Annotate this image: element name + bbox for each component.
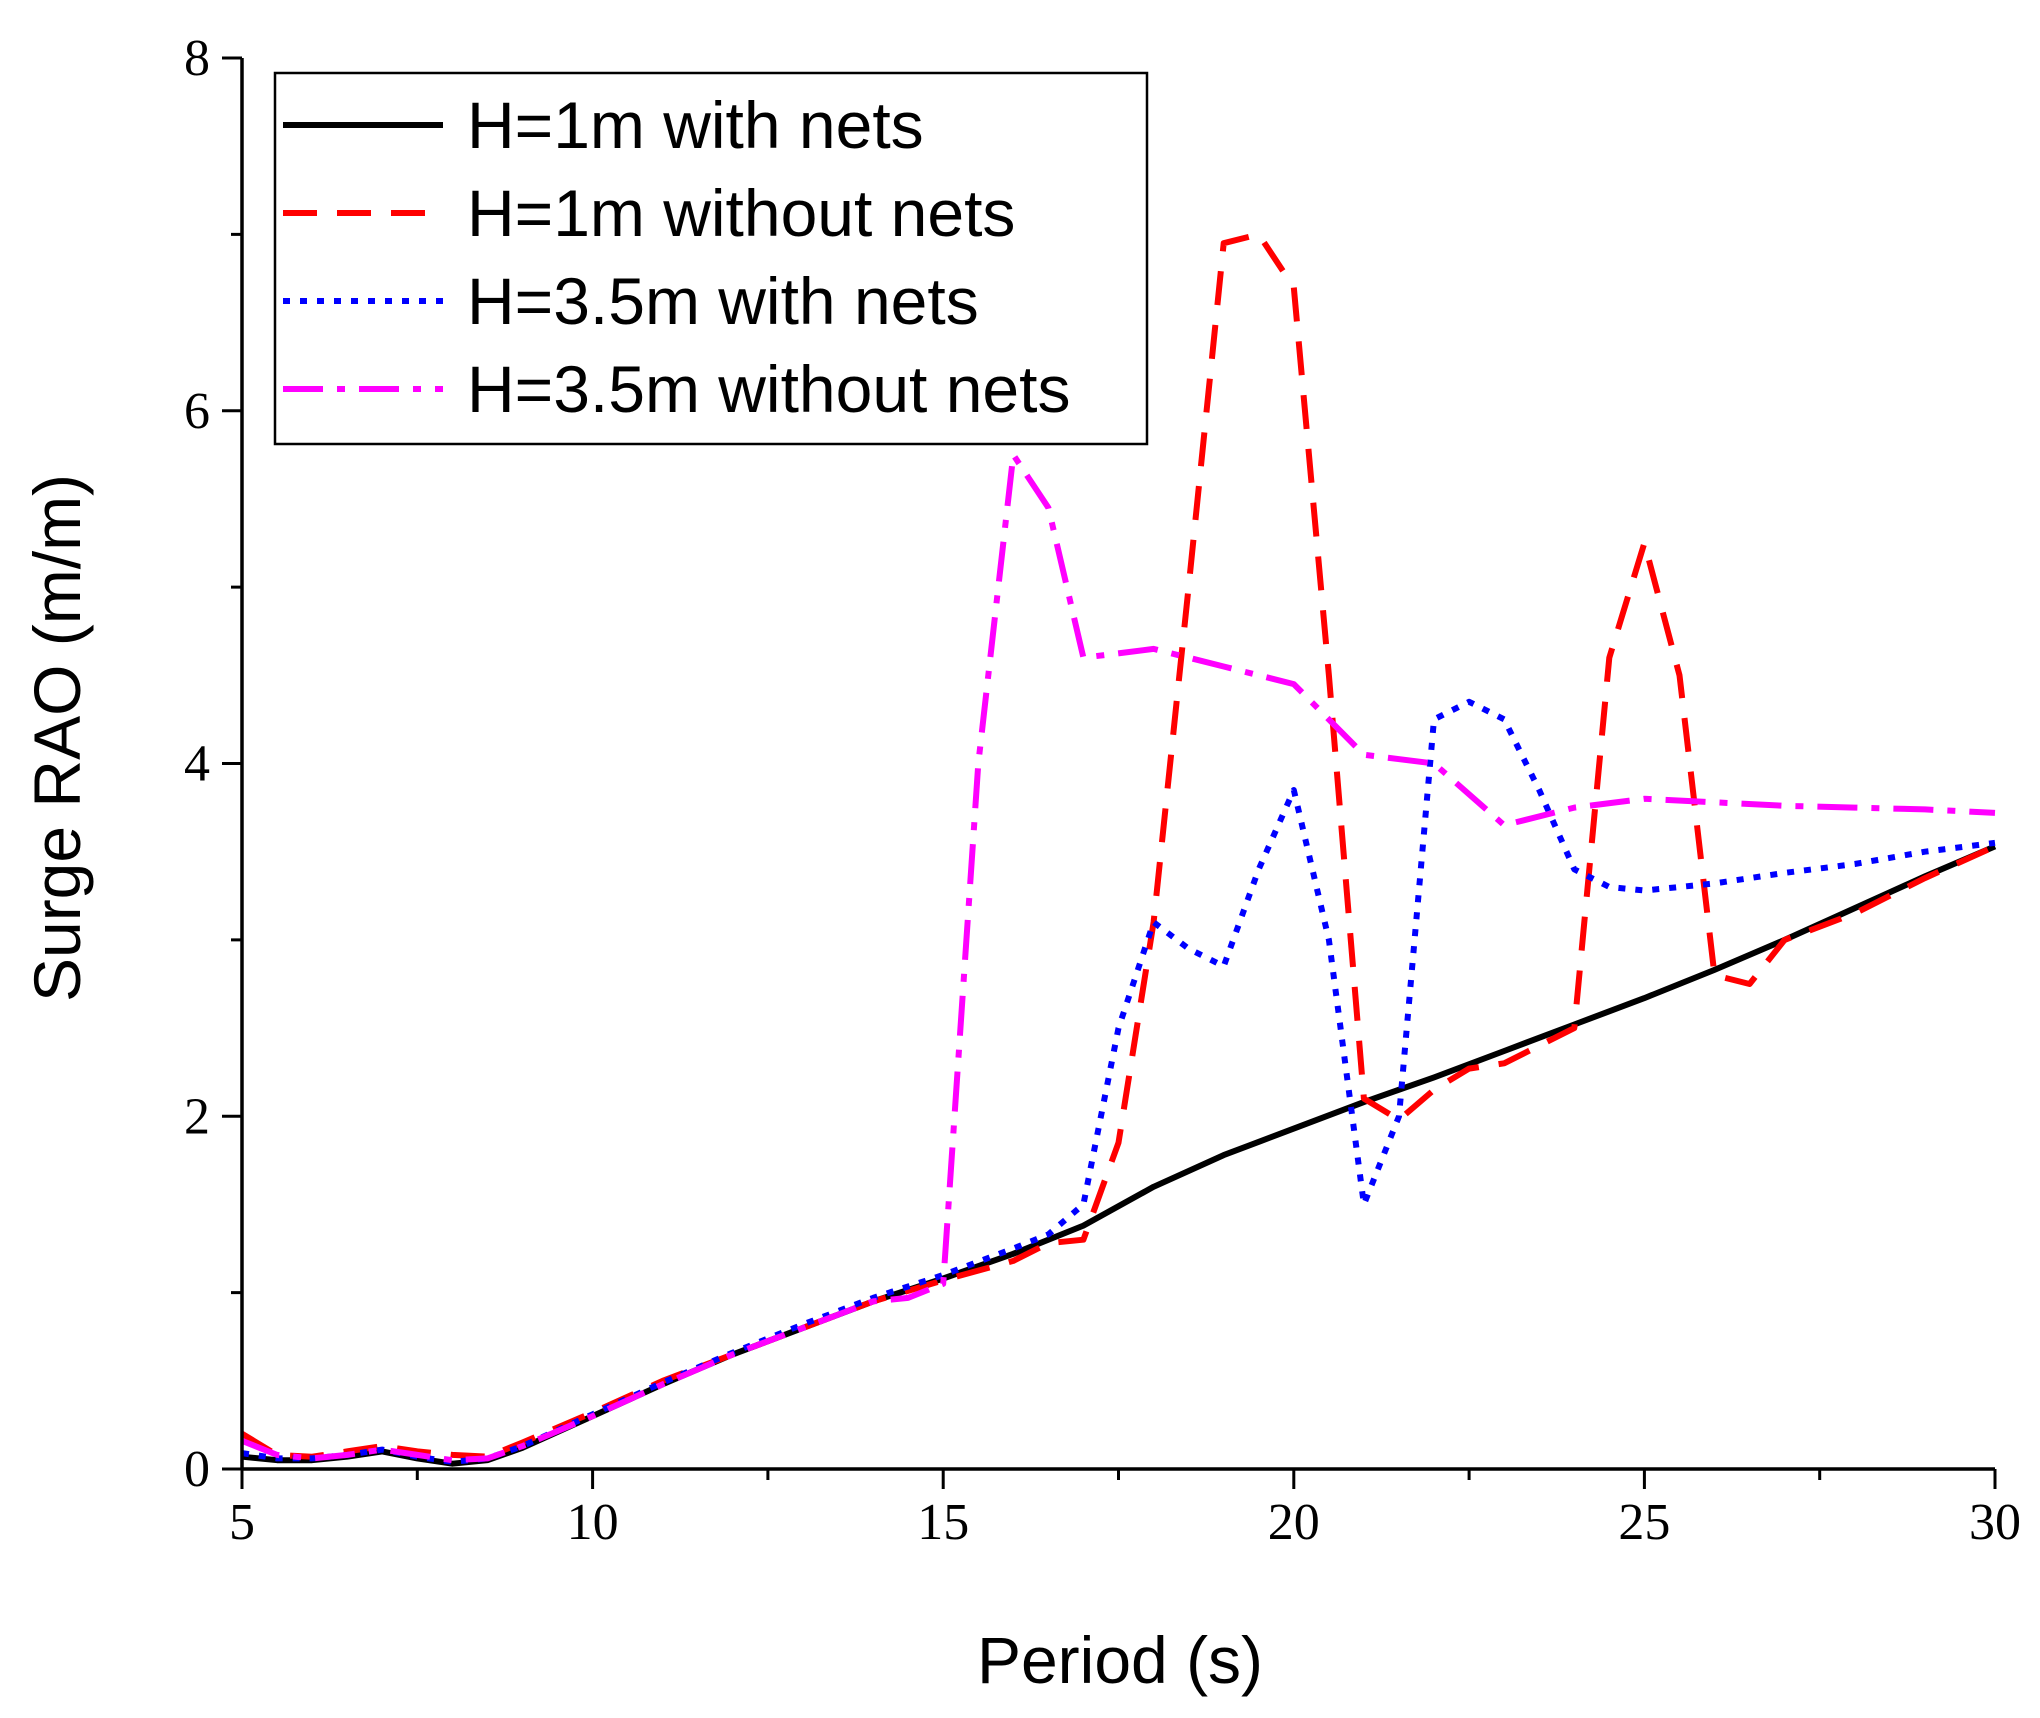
legend-label-1: H=1m with nets: [467, 88, 924, 162]
legend-label-2: H=1m without nets: [467, 176, 1015, 250]
x-tick-label: 5: [229, 1494, 255, 1551]
y-tick-label: 0: [184, 1441, 210, 1498]
series-line-4: [240, 451, 1996, 1464]
y-tick-label: 4: [184, 736, 210, 793]
x-tick-label: 20: [1268, 1494, 1320, 1551]
legend: H=1m with nets H=1m without nets H=3.5m wi…: [273, 71, 1149, 446]
x-axis-title: Period (s): [977, 1623, 1263, 1697]
y-tick-label: 2: [184, 1088, 210, 1145]
y-tick-label: 8: [184, 30, 210, 87]
x-tick-label: 10: [567, 1494, 619, 1551]
y-tick-label: 6: [184, 383, 210, 440]
x-tick-label: 15: [917, 1494, 969, 1551]
legend-label-4: H=3.5m without nets: [467, 352, 1070, 426]
legend-label-3: H=3.5m with nets: [467, 264, 979, 338]
legend-box: [273, 71, 1149, 446]
series-line-1: [241, 843, 1997, 1467]
x-tick-label: 30: [1969, 1494, 2021, 1551]
series-layer: [240, 231, 1997, 1467]
series-line-3: [241, 698, 1996, 1465]
x-tick-label: 25: [1618, 1494, 1670, 1551]
axes-layer: 5 10 15 20 25 30 0 2 4 6 8: [184, 30, 2021, 1551]
y-axis-title: Surge RAO (m/m): [20, 474, 94, 1002]
